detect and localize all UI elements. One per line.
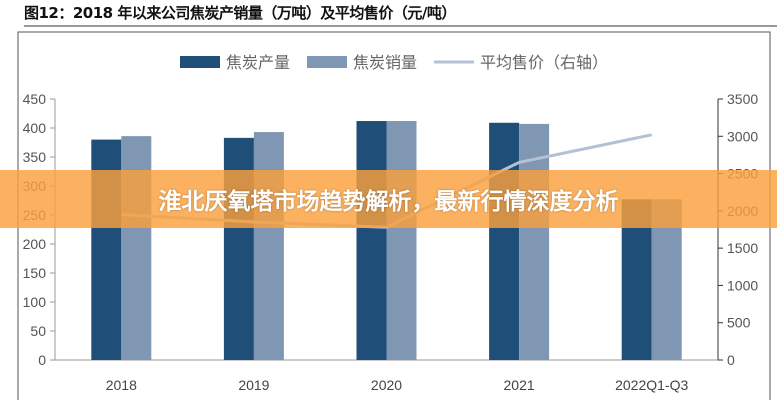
x-tick-label: 2022Q1-Q3 [615, 377, 688, 393]
bar-焦炭产量-2020 [356, 121, 387, 360]
headline-banner: 淮北厌氧塔市场趋势解析，最新行情深度分析 [0, 170, 777, 228]
bar-焦炭销量-2019 [253, 132, 284, 360]
left-tick-label: 50 [30, 323, 46, 339]
bar-焦炭销量-2021 [519, 123, 550, 360]
left-tick-label: 400 [23, 120, 47, 136]
left-tick-label: 150 [23, 265, 47, 281]
left-tick-label: 0 [38, 352, 46, 368]
right-tick-label: 1500 [727, 240, 758, 256]
legend-swatch [180, 56, 220, 68]
bar-焦炭产量-2021 [489, 122, 520, 360]
headline-text: 淮北厌氧塔市场趋势解析，最新行情深度分析 [158, 189, 619, 215]
chart-title: 图12：2018 年以来公司焦炭产销量（万吨）及平均售价（元/吨） [24, 4, 456, 22]
right-tick-label: 3500 [727, 91, 758, 107]
left-tick-label: 200 [23, 236, 47, 252]
title-divider [24, 25, 777, 27]
right-tick-label: 0 [727, 352, 735, 368]
right-tick-label: 1000 [727, 277, 758, 293]
bar-焦炭销量-2020 [386, 121, 417, 360]
legend-swatch [307, 56, 347, 68]
right-tick-label: 3000 [727, 128, 758, 144]
left-tick-label: 450 [23, 91, 47, 107]
x-tick-label: 2018 [106, 377, 137, 393]
legend-label: 焦炭产量 [226, 53, 290, 72]
right-tick-label: 500 [727, 315, 751, 331]
x-tick-label: 2021 [504, 377, 535, 393]
legend-label: 焦炭销量 [353, 53, 417, 72]
x-tick-label: 2019 [238, 377, 269, 393]
x-tick-label: 2020 [371, 377, 402, 393]
left-tick-label: 350 [23, 149, 47, 165]
left-tick-label: 100 [23, 294, 47, 310]
legend-label: 平均售价（右轴） [480, 53, 608, 72]
